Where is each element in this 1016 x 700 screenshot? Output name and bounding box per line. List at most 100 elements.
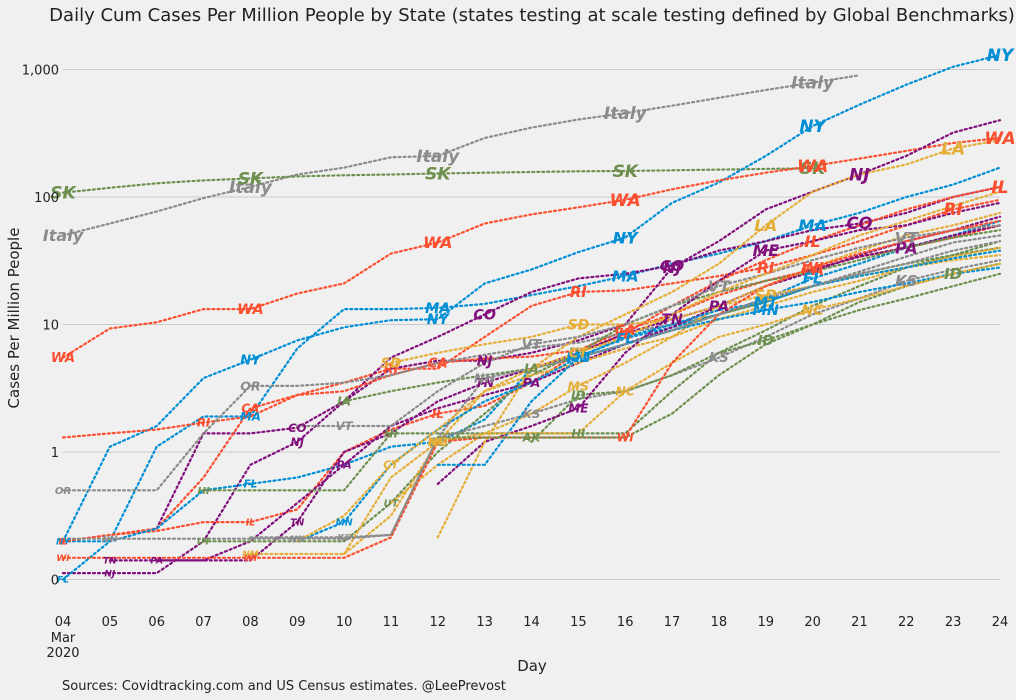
series-point-label: MT [754, 295, 779, 311]
series-point-label: ID [944, 265, 962, 283]
series-point-label: TN [103, 557, 117, 567]
series-point-label: IL [991, 178, 1008, 198]
series-point-label: TN [290, 517, 304, 528]
x-tick-label: 20 [804, 615, 821, 630]
y-axis-ticks: 0 1 10 100 1,000 [22, 64, 59, 589]
series-point-label: IL [432, 407, 444, 421]
series-point-label: NY [427, 312, 451, 328]
series-line-ut [202, 229, 1002, 543]
series-line-nm [249, 246, 1002, 556]
y-tick-label: 1,000 [22, 64, 59, 79]
series-point-label: TN [475, 375, 495, 390]
series-point-label: NJ [477, 354, 493, 369]
series-point-label: Italy [604, 104, 648, 124]
series-point-label: RI [384, 362, 399, 377]
series-point-label: ID [758, 333, 774, 349]
series-point-label: PA [709, 299, 729, 315]
series-point-label: IL [58, 537, 67, 547]
series-lines [61, 53, 1002, 581]
series-point-label: IA [524, 362, 539, 377]
grid-lines [63, 69, 1000, 580]
series-point-label: LA [754, 216, 777, 235]
series-point-label: VT [708, 277, 732, 295]
series-point-label: NM [428, 436, 449, 449]
series-line-la [436, 138, 1002, 539]
series-point-label: FL [244, 478, 258, 490]
series-point-label: WA [984, 129, 1015, 149]
series-line-me [436, 201, 1002, 485]
series-point-label: WI [617, 431, 634, 444]
series-point-label: CT [383, 458, 399, 471]
series-point-label: UT [197, 537, 211, 547]
series-point-label: SK [800, 159, 827, 179]
series-point-label: MA [240, 410, 261, 424]
x-tick-label: 04 [55, 615, 72, 630]
series-point-label: PA [150, 557, 163, 567]
series-point-label: NJ [290, 436, 304, 449]
series-line-wa [61, 136, 1002, 359]
x-tick-label: 07 [195, 615, 212, 630]
y-tick-label: 100 [34, 191, 59, 206]
y-axis-label: Cases Per Million People [5, 228, 23, 409]
series-point-label: TN [661, 312, 683, 328]
series-point-label: ME [753, 241, 780, 260]
series-point-label: FL [430, 436, 445, 449]
series-point-label: SK [238, 169, 265, 189]
series-point-label: SK [612, 162, 639, 182]
series-point-label: OR [55, 486, 71, 497]
series-point-label: MT [567, 351, 590, 366]
series-line-ak [436, 272, 1002, 439]
series-point-label: MS [568, 378, 590, 393]
chart-title: Daily Cum Cases Per Million People by St… [49, 5, 1015, 26]
series-point-label: MN [566, 351, 590, 366]
series-point-label: HI [197, 486, 209, 497]
series-line-ri [61, 198, 1002, 439]
series-point-label: Italy [229, 178, 273, 198]
x-tick-label: 06 [148, 615, 165, 630]
series-line-wi [61, 219, 1002, 559]
series-point-label: VT [895, 228, 919, 247]
x-tick-label: 15 [570, 615, 587, 630]
series-point-label: OR [240, 378, 260, 393]
x-tick-label: 08 [242, 615, 259, 630]
series-point-label: WA [610, 190, 641, 210]
series-point-label: Italy [416, 147, 460, 167]
series-point-label: Italy [43, 226, 85, 245]
series-line-ma [61, 166, 1002, 543]
x-tick-label: 21 [851, 615, 868, 630]
series-point-label: MA [612, 267, 639, 285]
series-line-ct [296, 190, 1002, 543]
series-point-label: HI [384, 426, 398, 440]
series-point-label: MA [798, 216, 827, 235]
series-point-label: PA [337, 458, 352, 471]
series-point-label: MA [425, 301, 450, 317]
series-point-label: CO [473, 307, 495, 323]
x-tick-label: 22 [898, 615, 915, 630]
series-point-label: NC [615, 384, 634, 399]
series-point-label: NY [987, 46, 1015, 66]
series-point-label: NY [613, 228, 639, 247]
series-point-label: UT [568, 346, 589, 361]
series-point-label: LA [941, 139, 965, 159]
series-point-label: NJ [849, 165, 870, 185]
series-point-label: NY [240, 353, 262, 368]
y-tick-label: 0 [51, 574, 59, 589]
series-point-label: ID [571, 388, 586, 402]
x-tick-label: 09 [289, 615, 306, 630]
series-point-label: HI [571, 426, 585, 440]
series-point-label: RI [757, 259, 775, 277]
series-point-label: UT [384, 498, 400, 509]
series-point-label: SD [754, 287, 777, 304]
series-line-pa [155, 224, 1002, 562]
series-point-label: KS [709, 351, 729, 366]
series-point-label: FL [803, 270, 823, 288]
series-line-vt [296, 224, 1002, 428]
series-point-label: CT [569, 346, 589, 361]
series-point-label: NC [801, 303, 824, 319]
x-tick-label: 24 [992, 615, 1009, 630]
series-point-label: WI [244, 554, 258, 564]
x-tick-label: 16 [617, 615, 634, 630]
